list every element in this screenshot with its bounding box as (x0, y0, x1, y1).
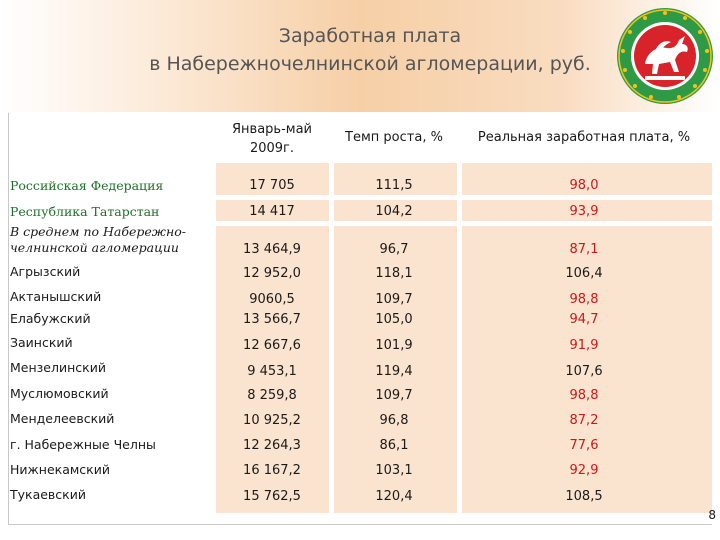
row-label: Российская Федерация (10, 178, 164, 193)
cell-growth-rate: 118,1 (375, 266, 413, 281)
cell-real-wage: 92,9 (569, 463, 599, 478)
cell-jan-may: 9060,5 (249, 292, 295, 307)
table-frame-left (8, 113, 9, 525)
row-label-line2: челнинской агломерации (10, 240, 179, 255)
row-label: Менделеевский (10, 411, 115, 426)
cell-real-wage: 106,4 (565, 266, 603, 281)
row-label: Елабужский (10, 311, 91, 326)
cell-growth-rate: 111,5 (375, 178, 413, 193)
header-growth-rate-text: Темп роста, % (345, 130, 443, 145)
row-label: Тукаевский (10, 487, 86, 502)
row-label: Республика Татарстан (10, 204, 160, 219)
row-label: г. Набережные Челны (10, 437, 156, 452)
slide-title-line2: в Набережночелнинской агломерации, руб. (149, 53, 591, 75)
cell-jan-may: 13 464,9 (243, 242, 301, 257)
cell-jan-may: 12 952,0 (243, 266, 301, 281)
tatarstan-coat-of-arms-icon (617, 8, 713, 104)
cell-growth-rate: 101,9 (375, 338, 413, 353)
header-real-wage-text: Реальная заработная плата, % (477, 130, 691, 145)
column-divider (457, 163, 462, 513)
cell-real-wage: 98,8 (569, 388, 599, 403)
row-divider (216, 221, 712, 226)
cell-growth-rate: 104,2 (375, 204, 413, 219)
row-label: Нижнекамский (10, 462, 110, 477)
header-growth-rate: Темп роста, % (338, 128, 450, 147)
cell-jan-may: 10 925,2 (243, 413, 301, 428)
cell-growth-rate: 86,1 (379, 438, 409, 453)
header-jan-may-line1: Январь-май (232, 122, 312, 137)
cell-jan-may: 16 167,2 (243, 463, 301, 478)
cell-real-wage: 98,0 (569, 178, 599, 193)
cell-growth-rate: 96,7 (379, 242, 409, 257)
cell-growth-rate: 105,0 (375, 312, 413, 327)
cell-real-wage: 91,9 (569, 338, 599, 353)
cell-real-wage: 94,7 (569, 312, 599, 327)
cell-jan-may: 14 417 (249, 204, 295, 219)
cell-growth-rate: 96,8 (379, 413, 409, 428)
cell-real-wage: 98,8 (569, 292, 599, 307)
cell-jan-may: 13 566,7 (243, 312, 301, 327)
slide-title: Заработная плата в Набережночелнинской а… (100, 22, 640, 78)
table-frame-bottom (8, 524, 712, 525)
cell-growth-rate: 119,4 (375, 364, 413, 379)
cell-jan-may: 9 453,1 (247, 364, 297, 379)
cell-jan-may: 15 762,5 (243, 489, 301, 504)
cell-growth-rate: 103,1 (375, 463, 413, 478)
row-label-line1: В среднем по Набережно- (10, 224, 186, 239)
row-label: Агрызский (10, 264, 81, 279)
page-number: 8 (708, 508, 716, 522)
cell-real-wage: 87,1 (569, 242, 599, 257)
cell-growth-rate: 120,4 (375, 489, 413, 504)
column-divider (329, 163, 334, 513)
cell-jan-may: 12 667,6 (243, 338, 301, 353)
cell-real-wage: 107,6 (565, 364, 603, 379)
cell-growth-rate: 109,7 (375, 292, 413, 307)
cell-jan-may: 17 705 (249, 178, 295, 193)
slide-title-line1: Заработная плата (278, 25, 462, 47)
title-band (0, 0, 720, 112)
row-label: В среднем по Набережно- челнинской аглом… (10, 224, 216, 256)
row-label: Заинский (10, 335, 73, 350)
header-jan-may-2009: Январь-май 2009г. (222, 120, 322, 158)
cell-real-wage: 77,6 (569, 438, 599, 453)
cell-jan-may: 8 259,8 (247, 388, 297, 403)
header-jan-may-line2: 2009г. (249, 141, 295, 156)
cell-jan-may: 12 264,3 (243, 438, 301, 453)
cell-real-wage: 108,5 (565, 489, 603, 504)
cell-real-wage: 93,9 (569, 204, 599, 219)
cell-real-wage: 87,2 (569, 413, 599, 428)
header-real-wage: Реальная заработная плата, % (462, 128, 706, 147)
row-label: Мензелинский (10, 360, 106, 375)
row-label: Актанышский (10, 289, 102, 304)
row-label: Муслюмовский (10, 386, 109, 401)
cell-growth-rate: 109,7 (375, 388, 413, 403)
row-divider (216, 195, 712, 200)
